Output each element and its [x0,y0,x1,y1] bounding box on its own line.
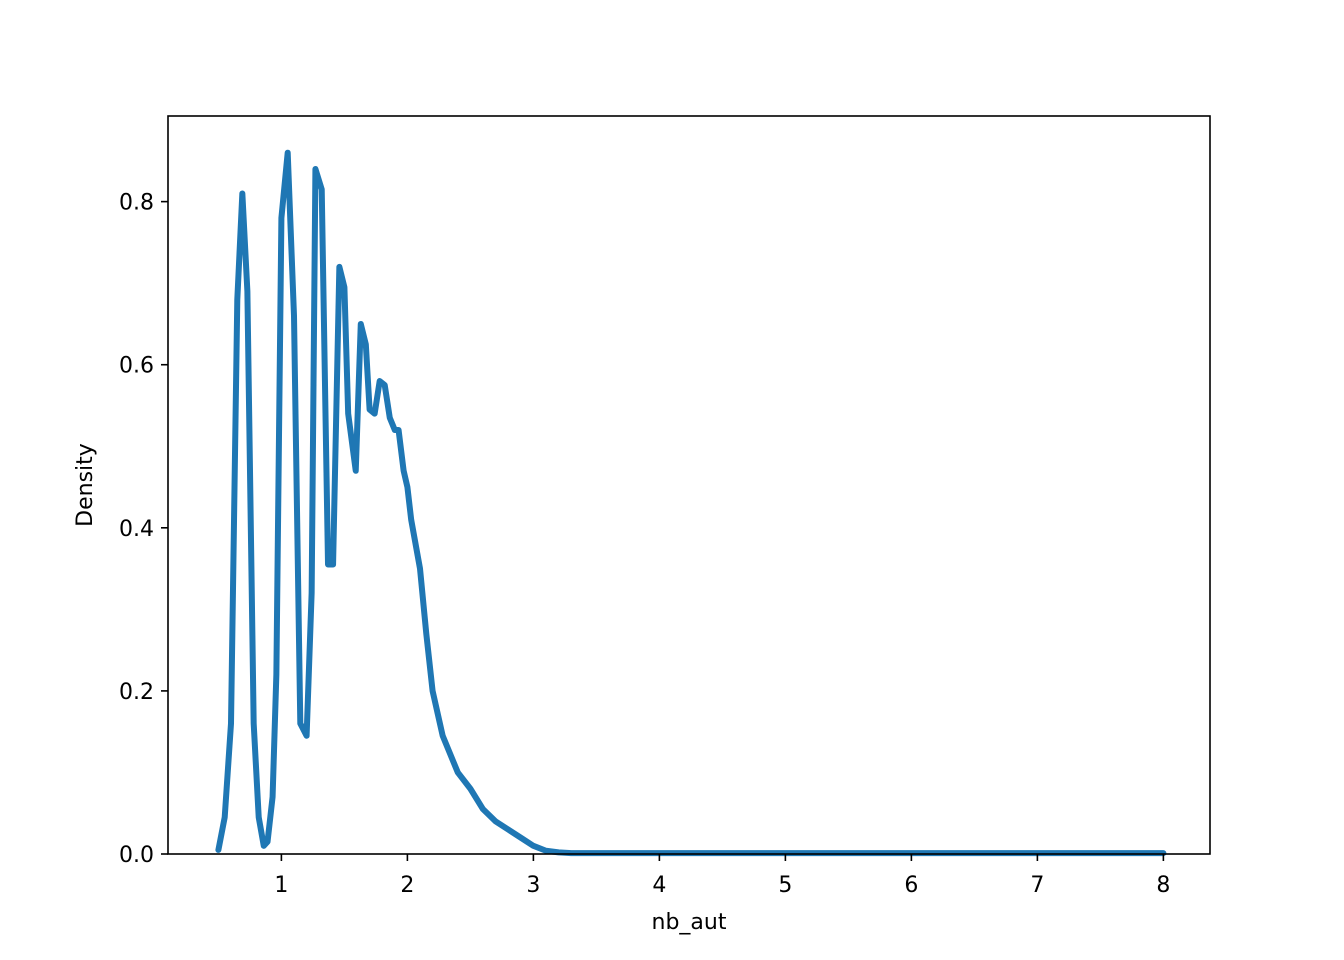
x-tick-label: 3 [526,873,540,898]
x-tick-label: 8 [1156,873,1170,898]
plot-area [215,149,1167,857]
y-tick-label: 0.0 [119,843,154,868]
x-tick-label: 1 [274,873,288,898]
x-tick-label: 2 [400,873,414,898]
y-tick-label: 0.2 [119,680,154,705]
density-line-0 [215,149,1167,857]
x-tick-label: 7 [1030,873,1044,898]
x-tick-label: 6 [904,873,918,898]
axes-frame [167,115,1211,855]
y-tick-label: 0.6 [119,354,154,379]
x-axis-ticks: 1 2 3 4 5 6 7 8 [274,854,1170,898]
x-tick-label: 5 [778,873,792,898]
y-axis-ticks: 0.0 0.2 0.4 0.6 0.8 [119,191,168,868]
x-axis-label: nb_aut [652,910,727,935]
y-axis-label: Density [73,443,98,527]
y-tick-label: 0.8 [119,191,154,216]
y-tick-label: 0.4 [119,517,154,542]
x-tick-label: 4 [652,873,666,898]
